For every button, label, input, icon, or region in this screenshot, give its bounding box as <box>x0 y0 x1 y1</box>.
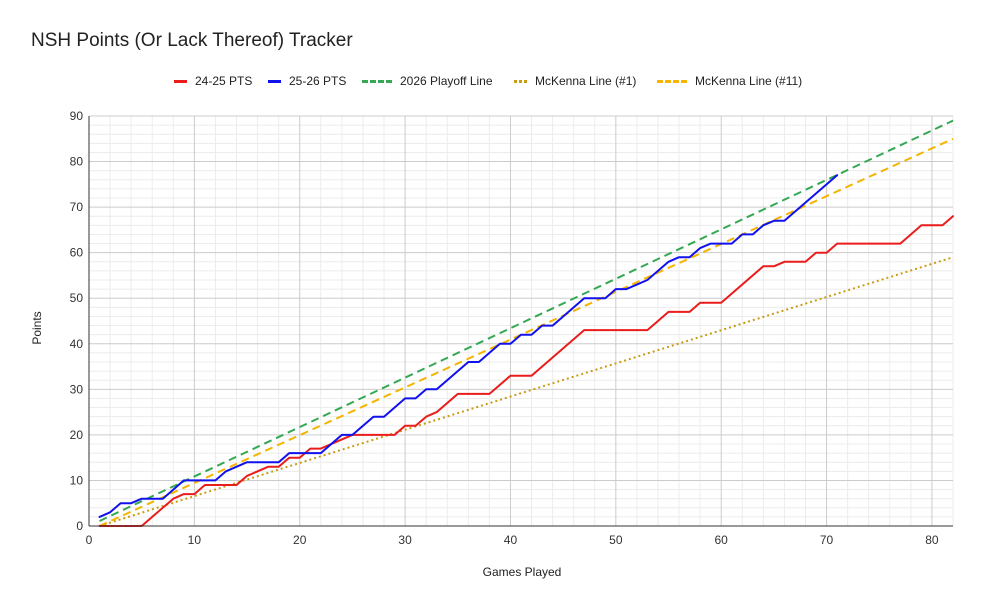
chart-title: NSH Points (Or Lack Thereof) Tracker <box>31 30 353 51</box>
legend-label: McKenna Line (#1) <box>535 74 637 88</box>
x-axis-title: Games Played <box>483 565 562 579</box>
x-tick-label: 20 <box>293 533 307 547</box>
series-line-mckenna-line-1 <box>99 256 954 527</box>
series-line-2026-playoff-line <box>99 119 954 522</box>
y-tick-label: 0 <box>76 519 83 533</box>
legend-swatch <box>362 80 392 83</box>
x-tick-label: 70 <box>820 533 834 547</box>
legend-item-playoff-line[interactable]: 2026 Playoff Line <box>362 74 493 88</box>
legend-label: 2026 Playoff Line <box>400 74 493 88</box>
legend-label: McKenna Line (#11) <box>695 74 803 88</box>
legend-swatch <box>174 80 187 83</box>
series-line-25-26-pts <box>98 174 839 518</box>
legend-swatch <box>657 80 687 83</box>
y-tick-label: 60 <box>70 246 84 260</box>
legend-item-25-26[interactable]: 25-26 PTS <box>268 74 346 88</box>
legend-item-24-25[interactable]: 24-25 PTS <box>174 74 252 88</box>
x-tick-label: 30 <box>398 533 412 547</box>
legend-label: 25-26 PTS <box>289 74 347 88</box>
series-line-mckenna-line-11 <box>99 137 954 527</box>
y-tick-label: 50 <box>70 291 84 305</box>
y-tick-label: 40 <box>70 337 84 351</box>
legend-item-mckenna-11[interactable]: McKenna Line (#11) <box>657 74 802 88</box>
major-gridlines <box>89 115 953 526</box>
y-tick-label: 90 <box>70 109 84 123</box>
series-lines <box>98 119 954 527</box>
x-tick-label: 0 <box>86 533 93 547</box>
y-tick-label: 80 <box>70 155 84 169</box>
y-tick-label: 70 <box>70 200 84 214</box>
y-axis-title: Points <box>30 311 44 344</box>
y-tick-label: 20 <box>70 428 84 442</box>
x-tick-label: 80 <box>925 533 939 547</box>
legend-swatch <box>268 80 281 83</box>
x-tick-label: 50 <box>609 533 623 547</box>
y-tick-label: 10 <box>70 473 84 487</box>
x-tick-label: 10 <box>188 533 202 547</box>
x-tick-label: 60 <box>715 533 729 547</box>
y-tick-label: 30 <box>70 382 84 396</box>
x-tick-label: 40 <box>504 533 518 547</box>
legend-swatch <box>514 80 527 83</box>
legend-label: 24-25 PTS <box>195 74 253 88</box>
legend-item-mckenna-1[interactable]: McKenna Line (#1) <box>514 74 636 88</box>
x-axis-tick-labels: 0 10 20 30 40 50 60 70 80 <box>86 533 939 547</box>
chart-legend: 24-25 PTS 25-26 PTS 2026 Playoff Line Mc… <box>0 74 984 90</box>
series-line-24-25-pts <box>98 215 954 527</box>
y-axis-tick-labels: 0 10 20 30 40 50 60 70 80 90 <box>70 109 84 533</box>
